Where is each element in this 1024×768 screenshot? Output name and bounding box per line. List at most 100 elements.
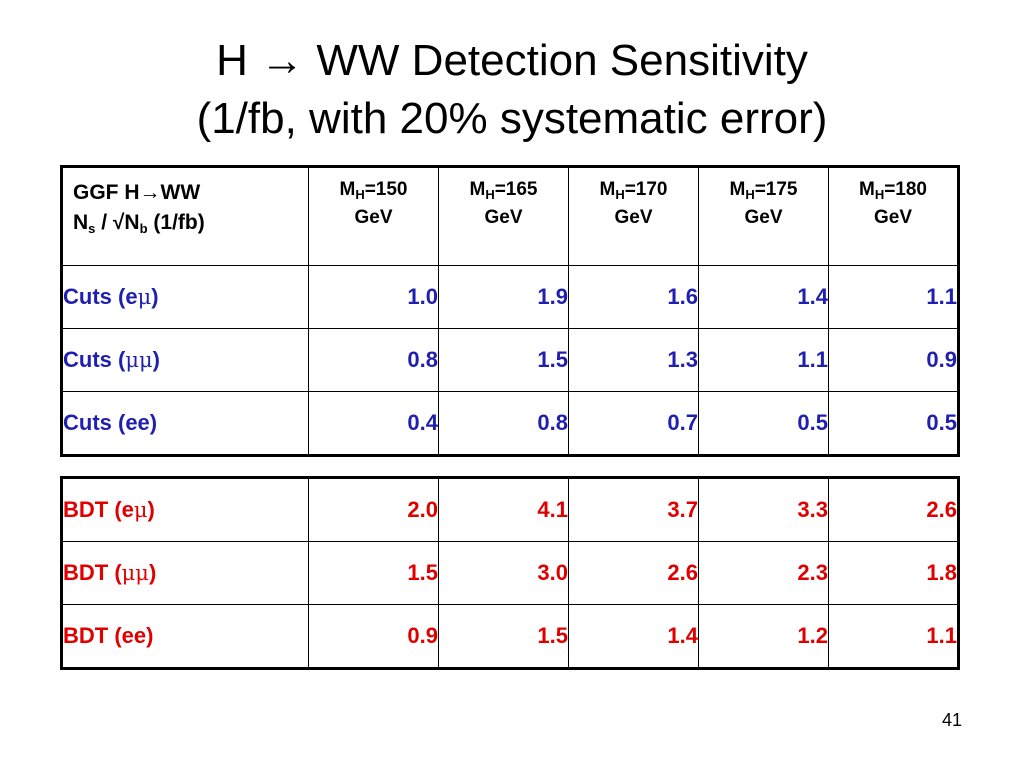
mass-unit: GeV [354, 207, 393, 228]
mass-value: =170 [624, 179, 668, 200]
label-close: ) [151, 284, 159, 309]
header-label-cell: GGF H→WW Ns / √Nb (1/fb) [61, 166, 309, 266]
table-cell: 1.1 [698, 328, 829, 392]
label-greek: μμ [125, 348, 153, 372]
row-label: BDT (ee) [61, 604, 309, 669]
bdt-table: BDT (eμ) 2.0 4.1 3.7 3.3 2.6 BDT (μμ) 1.… [60, 476, 960, 670]
header-n: N [73, 211, 89, 234]
table-cell: 4.1 [438, 477, 569, 542]
table-cell: 1.9 [438, 265, 569, 329]
title-text: WW Detection Sensitivity [316, 36, 808, 85]
header-sub-s: s [88, 221, 96, 236]
mass-value: =165 [494, 179, 538, 200]
label-greek: μ [137, 285, 152, 309]
slide-title: H → WW Detection Sensitivity (1/fb, with… [0, 32, 1024, 148]
mass-sub-h: H [355, 187, 365, 202]
table-cell: 1.5 [438, 328, 569, 392]
header-ggf-h: GGF H [73, 181, 140, 204]
table-row-cuts-mumu: Cuts (μμ) 0.8 1.5 1.3 1.1 0.9 [61, 328, 959, 392]
table-cell: 1.8 [828, 541, 959, 605]
label-close: ) [152, 347, 160, 372]
mass-sub-h: H [745, 187, 755, 202]
mass-m: M [729, 179, 746, 200]
mass-sub-h: H [615, 187, 625, 202]
table-cell: 2.6 [828, 477, 959, 542]
title-h: H [216, 36, 248, 85]
table-cell: 3.0 [438, 541, 569, 605]
table-cell: 3.3 [698, 477, 829, 542]
mass-unit: GeV [614, 207, 653, 228]
right-arrow-icon: → [139, 181, 161, 204]
header-ww: WW [160, 181, 201, 204]
table-cell: 2.3 [698, 541, 829, 605]
title-line-1: H → WW Detection Sensitivity [0, 32, 1024, 90]
mass-m: M [339, 179, 356, 200]
table-cell: 0.4 [308, 391, 439, 456]
label-text: BDT ( [63, 560, 122, 585]
label-text: Cuts ( [63, 347, 126, 372]
mass-unit: GeV [744, 207, 783, 228]
table-cell: 1.3 [568, 328, 699, 392]
table-row-bdt-mumu: BDT (μμ) 1.5 3.0 2.6 2.3 1.8 [61, 541, 959, 605]
table-row-cuts-emu: Cuts (eμ) 1.0 1.9 1.6 1.4 1.1 [61, 265, 959, 329]
mass-sub-h: H [485, 187, 495, 202]
row-label: Cuts (eμ) [61, 265, 309, 329]
table-cell: 2.0 [308, 477, 439, 542]
mass-sub-h: H [874, 187, 885, 202]
label-greek: μμ [121, 561, 149, 585]
right-arrow-icon: → [260, 36, 305, 85]
label-greek: μ [133, 498, 148, 522]
table-cell: 1.4 [698, 265, 829, 329]
label-text: Cuts (ee) [63, 410, 158, 435]
mass-m: M [858, 179, 875, 200]
table-cell: 0.8 [308, 328, 439, 392]
table-cell: 1.1 [828, 604, 959, 669]
header-label-line-1: GGF H→WW [73, 178, 308, 208]
page-number: 41 [941, 710, 962, 730]
row-label: BDT (μμ) [61, 541, 309, 605]
table-cell: 2.6 [568, 541, 699, 605]
header-row: GGF H→WW Ns / √Nb (1/fb) MH=150 GeV MH=16… [61, 166, 959, 266]
table-cell: 0.5 [828, 391, 959, 456]
mass-value: =180 [884, 179, 927, 200]
table-cell: 0.5 [698, 391, 829, 456]
label-close: ) [147, 497, 155, 522]
label-text: Cuts (e [63, 284, 138, 309]
mass-unit: GeV [873, 207, 913, 228]
mass-header-165: MH=165 GeV [438, 166, 569, 266]
mass-header-180: MH=180 GeV [828, 166, 959, 266]
mass-value: =150 [364, 179, 408, 200]
row-label: BDT (eμ) [61, 477, 309, 542]
mass-m: M [599, 179, 616, 200]
table-cell: 1.4 [568, 604, 699, 669]
table-cell: 0.7 [568, 391, 699, 456]
table-cell: 0.8 [438, 391, 569, 456]
cuts-table: GGF H→WW Ns / √Nb (1/fb) MH=150 GeV MH=16… [60, 165, 960, 457]
header-unit: (1/fb) [147, 211, 205, 234]
title-line-2: (1/fb, with 20% systematic error) [196, 94, 828, 143]
label-text: BDT (ee) [63, 623, 154, 648]
label-close: ) [148, 560, 157, 585]
table-cell: 1.0 [308, 265, 439, 329]
header-sub-b: b [139, 221, 148, 236]
table-row-bdt-ee: BDT (ee) 0.9 1.5 1.4 1.2 1.1 [61, 604, 959, 669]
table-cell: 0.9 [308, 604, 439, 669]
mass-header-175: MH=175 GeV [698, 166, 829, 266]
table-cell: 1.6 [568, 265, 699, 329]
table-cell: 1.5 [308, 541, 439, 605]
table-row-bdt-emu: BDT (eμ) 2.0 4.1 3.7 3.3 2.6 [61, 477, 959, 542]
row-label: Cuts (ee) [61, 391, 309, 456]
table-cell: 3.7 [568, 477, 699, 542]
header-sqrt-n: / √N [95, 211, 140, 234]
mass-m: M [469, 179, 486, 200]
label-text: BDT (e [63, 497, 134, 522]
table-cell: 0.9 [828, 328, 959, 392]
table-cell: 1.2 [698, 604, 829, 669]
table-row-cuts-ee: Cuts (ee) 0.4 0.8 0.7 0.5 0.5 [61, 391, 959, 456]
mass-unit: GeV [484, 207, 523, 228]
header-label-line-2: Ns / √Nb (1/fb) [73, 208, 308, 238]
table-cell: 1.1 [828, 265, 959, 329]
mass-value: =175 [754, 179, 798, 200]
row-label: Cuts (μμ) [61, 328, 309, 392]
mass-header-150: MH=150 GeV [308, 166, 439, 266]
